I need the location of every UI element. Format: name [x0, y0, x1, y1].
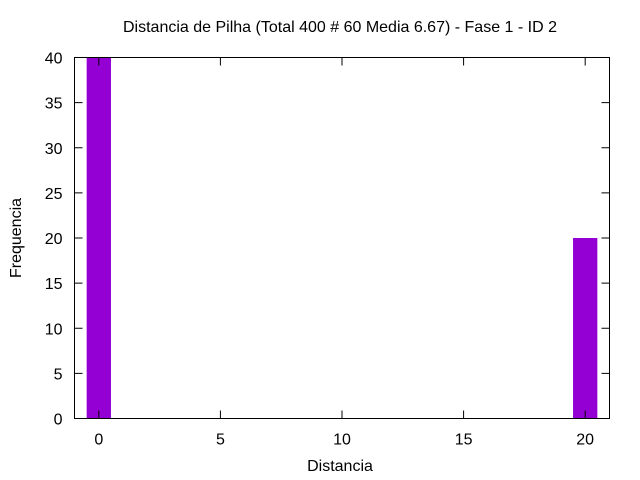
y-tick-label-5: 5	[54, 366, 63, 383]
y-tick-label-15: 15	[45, 276, 63, 293]
x-tick-label-15: 15	[455, 432, 473, 449]
y-tick-label-25: 25	[45, 186, 63, 203]
bar-0	[86, 57, 111, 419]
bars-group	[86, 57, 598, 419]
x-tick-label-0: 0	[94, 432, 103, 449]
bar-20	[573, 238, 598, 419]
y-tick-label-40: 40	[45, 51, 63, 68]
y-axis-label: Frequencia	[8, 198, 25, 278]
chart-title: Distancia de Pilha (Total 400 # 60 Media…	[123, 19, 557, 36]
x-tick-label-10: 10	[333, 432, 351, 449]
ticks-group: 0 5 10 15 20 25 30 35 40 0 5 10 15 20	[45, 51, 610, 449]
y-tick-label-10: 10	[45, 321, 63, 338]
plot-frame	[74, 57, 610, 419]
x-tick-label-5: 5	[216, 432, 225, 449]
y-tick-label-30: 30	[45, 141, 63, 158]
y-tick-label-35: 35	[45, 96, 63, 113]
y-tick-label-0: 0	[54, 412, 63, 429]
x-axis-label: Distancia	[307, 458, 373, 475]
x-tick-label-20: 20	[576, 432, 594, 449]
y-tick-label-20: 20	[45, 231, 63, 248]
